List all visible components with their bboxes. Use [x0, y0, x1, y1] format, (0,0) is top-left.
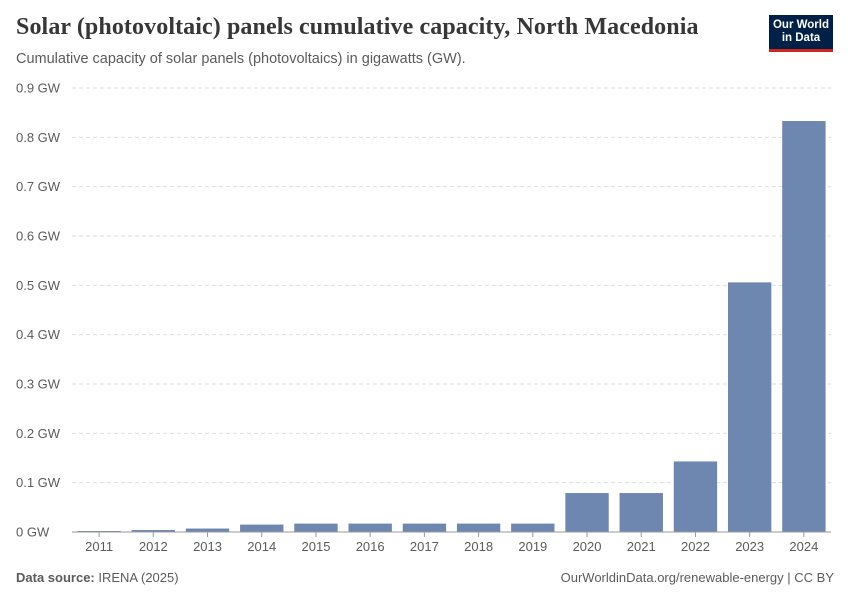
x-tick-label: 2012	[139, 539, 168, 554]
y-tick-label: 0.6 GW	[16, 229, 61, 244]
x-tick-label: 2023	[735, 539, 764, 554]
y-tick-label: 0.5 GW	[16, 278, 61, 293]
owid-logo[interactable]: Our World in Data	[769, 15, 833, 52]
x-tick-label: 2018	[464, 539, 493, 554]
bar-2021	[619, 493, 663, 532]
x-tick-label: 2013	[193, 539, 222, 554]
x-tick-label: 2024	[789, 539, 818, 554]
x-tick-label: 2020	[573, 539, 602, 554]
x-tick-label: 2021	[627, 539, 656, 554]
data-source-value: IRENA (2025)	[98, 570, 179, 585]
y-tick-label: 0.8 GW	[16, 130, 61, 145]
bar-2019	[511, 523, 555, 532]
x-tick-label: 2015	[302, 539, 331, 554]
bar-2017	[402, 523, 447, 532]
bar-2015	[294, 523, 338, 532]
bar-2016	[348, 523, 392, 532]
data-source-label: Data source:	[16, 570, 95, 585]
y-tick-label: 0 GW	[16, 525, 50, 540]
x-tick-label: 2016	[356, 539, 385, 554]
x-tick-label: 2022	[681, 539, 710, 554]
x-tick-label: 2014	[247, 539, 276, 554]
bar-2022	[673, 461, 718, 532]
footer-link[interactable]: OurWorldinData.org/renewable-energy | CC…	[560, 570, 834, 585]
y-tick-label: 0.2 GW	[16, 426, 61, 441]
bar-2018	[456, 523, 501, 532]
bar-2012	[131, 530, 176, 532]
x-tick-label: 2011	[85, 539, 113, 554]
y-tick-label: 0.4 GW	[16, 327, 61, 342]
y-tick-label: 0.7 GW	[16, 179, 61, 194]
bar-2013	[185, 528, 230, 532]
y-tick-label: 0.3 GW	[16, 377, 61, 392]
bar-2024	[782, 121, 826, 532]
x-tick-label: 2017	[410, 539, 439, 554]
bar-2014	[240, 524, 284, 532]
bar-2020	[565, 493, 609, 532]
logo-line-2: in Data	[781, 32, 821, 44]
bar-2023	[727, 282, 772, 532]
chart-title: Solar (photovoltaic) panels cumulative c…	[16, 14, 699, 40]
logo-line-1: Our World	[772, 19, 829, 31]
chart-subtitle: Cumulative capacity of solar panels (pho…	[16, 51, 466, 67]
x-tick-label: 2019	[518, 539, 547, 554]
y-tick-label: 0.1 GW	[16, 475, 61, 490]
y-tick-label: 0.9 GW	[16, 81, 61, 96]
data-source: Data source: IRENA (2025)	[16, 570, 179, 585]
